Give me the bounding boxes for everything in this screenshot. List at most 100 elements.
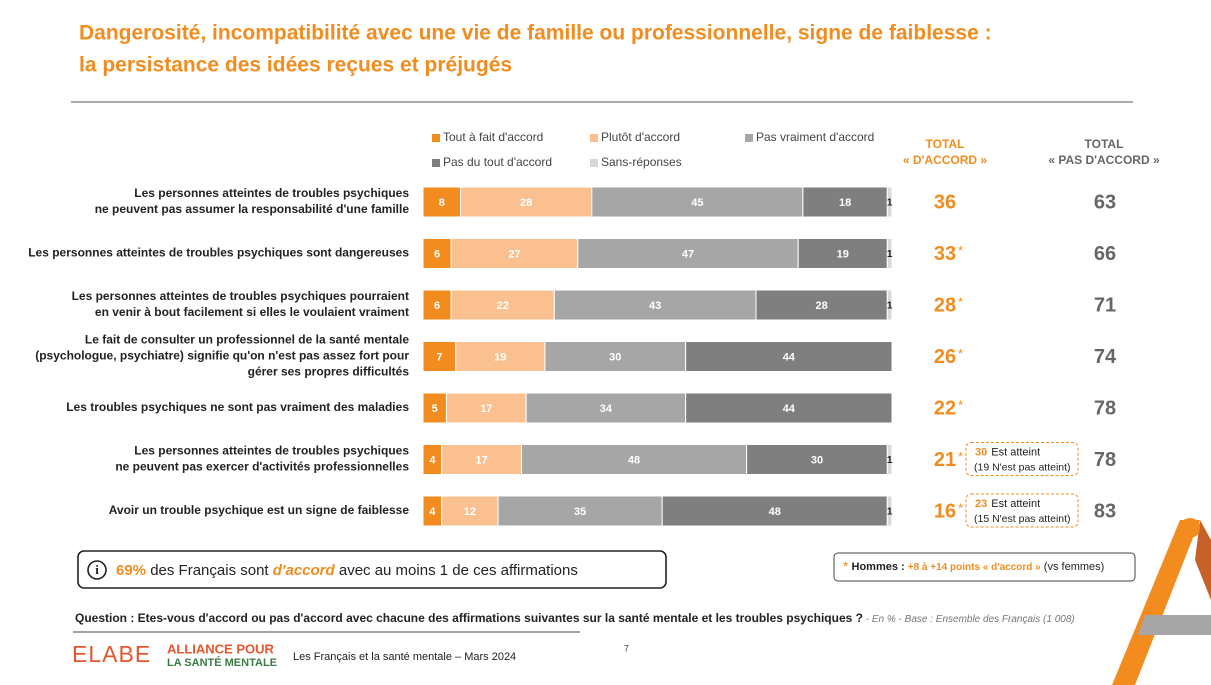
bar-segment <box>422 238 452 269</box>
total-accord-marker: * <box>958 243 963 258</box>
legend-swatch <box>745 134 753 142</box>
total-accord-value: 28 <box>934 294 956 316</box>
note-value: 30 <box>975 446 987 458</box>
bar-value-label: 27 <box>508 248 520 260</box>
logo-a-dot <box>1180 518 1200 538</box>
bar-value-label: 1 <box>887 249 893 260</box>
category-label: ne peuvent pas assumer la responsabilité… <box>95 202 410 216</box>
bar-value-label: 44 <box>783 351 796 363</box>
category-label: Le fait de consulter un professionnel de… <box>85 333 409 347</box>
bar-segment <box>802 186 888 218</box>
footnote-label: Hommes : <box>848 561 907 573</box>
bar-value-label: 47 <box>682 248 694 260</box>
bar-value-label: 19 <box>494 351 506 363</box>
question-base: - En % - Base : Ensemble des Français (1… <box>863 614 1075 625</box>
total-accord-value: 22 <box>934 397 956 419</box>
bar-segment <box>553 289 757 321</box>
bar-value-label: 19 <box>837 248 849 260</box>
legend-swatch <box>590 159 598 167</box>
bar-segment <box>886 289 893 321</box>
content: Dangerosité, incompatibilité avec une vi… <box>28 22 1160 669</box>
category-label: gérer ses propres difficultés <box>248 365 410 379</box>
bar-value-label: 7 <box>436 351 442 363</box>
total-accord-value: 36 <box>934 191 956 213</box>
callout-text-2: avec au moins 1 de ces affirmations <box>335 562 578 579</box>
note-line: 23 Est atteint <box>975 498 1040 510</box>
bar-segment <box>441 444 522 475</box>
question: Question : Etes-vous d'accord ou pas d'a… <box>75 611 1075 625</box>
bar-segment <box>886 186 893 218</box>
total-pas-accord-value: 83 <box>1094 500 1116 522</box>
total-pas-accord-value: 63 <box>1094 191 1116 213</box>
logo-a-orange <box>1112 520 1200 685</box>
total-accord-value: 21 <box>934 449 956 471</box>
bar-value-label: 1 <box>887 455 893 466</box>
bar-segment <box>445 392 527 424</box>
legend-swatch <box>432 134 440 142</box>
bar-segment <box>422 341 457 372</box>
bar-segment <box>797 238 888 269</box>
bar-value-label: 44 <box>783 403 796 415</box>
category-label: Les personnes atteintes de troubles psyc… <box>72 289 409 303</box>
info-icon <box>87 560 107 580</box>
bar-segment <box>577 238 799 269</box>
bar-value-label: 6 <box>434 300 440 312</box>
bar-segment <box>685 392 893 424</box>
bar-value-label: 4 <box>429 454 436 466</box>
bar-segment <box>455 341 546 372</box>
bar-segment <box>886 495 893 527</box>
bar-segment <box>755 289 888 321</box>
bar-segment <box>460 186 593 218</box>
legend-swatch <box>590 134 598 142</box>
total-pas-accord-header: « PAS D'ACCORD » <box>1048 153 1160 167</box>
note-sub: (19 N'est pas atteint) <box>974 461 1071 473</box>
footnote-value: +8 à +14 points « d'accord » <box>908 562 1041 573</box>
bar-value-label: 17 <box>480 403 492 415</box>
bar-value-label: 28 <box>520 197 532 209</box>
total-accord-marker: * <box>958 346 963 361</box>
total-pas-accord-value: 74 <box>1094 346 1117 368</box>
legend-label: Tout à fait d'accord <box>443 130 543 144</box>
bar-segment <box>422 186 462 218</box>
bar-value-label: 48 <box>769 506 781 518</box>
logo-a-gray <box>1138 615 1211 635</box>
bar-value-label: 34 <box>600 403 613 415</box>
bar-segment <box>685 341 893 372</box>
category-label: ne peuvent pas exercer d'activités profe… <box>115 460 409 474</box>
bar-value-label: 1 <box>887 507 893 518</box>
question-text: Question : Etes-vous d'accord ou pas d'a… <box>75 611 863 625</box>
logo-alliance: LA SANTÉ MENTALE <box>167 656 277 669</box>
bar-value-label: 4 <box>429 506 436 518</box>
note-line: 30 Est atteint <box>975 446 1040 458</box>
bar-value-label: 22 <box>497 300 509 312</box>
bar-value-label: 28 <box>816 300 828 312</box>
bar-value-label: 17 <box>476 454 488 466</box>
bar-segment <box>746 444 888 475</box>
category-label: Les troubles psychiques ne sont pas vrai… <box>66 400 409 414</box>
note-text: Est atteint <box>991 446 1040 458</box>
total-pas-accord-header: TOTAL <box>1085 137 1124 151</box>
bar-value-label: 1 <box>887 301 893 312</box>
bar-segment <box>520 444 748 475</box>
category-label: Les personnes atteintes de troubles psyc… <box>28 246 409 260</box>
bar-segment <box>661 495 888 527</box>
bar-value-label: 12 <box>464 506 476 518</box>
bar-value-label: 45 <box>691 197 703 209</box>
total-pas-accord-value: 66 <box>1094 243 1116 265</box>
total-accord-marker: * <box>958 449 963 464</box>
bar-segment <box>525 392 687 424</box>
total-pas-accord-value: 78 <box>1094 397 1116 419</box>
bar-segment <box>441 495 499 527</box>
bar-segment <box>591 186 804 218</box>
category-label: Les personnes atteintes de troubles psyc… <box>134 444 409 458</box>
total-accord-marker: * <box>958 397 963 412</box>
footnote-box <box>833 552 1136 582</box>
total-accord-value: 26 <box>934 346 956 368</box>
bar-value-label: 30 <box>811 454 823 466</box>
logo-a-dark <box>1195 520 1211 600</box>
page-number: 7 <box>624 643 629 653</box>
category-label: Avoir un trouble psychique est un signe … <box>109 503 410 517</box>
chart-title: Dangerosité, incompatibilité avec une vi… <box>79 22 992 45</box>
total-accord-value: 33 <box>934 243 956 265</box>
callout-text: 69% des Français sont d'accord avec au m… <box>116 562 578 579</box>
